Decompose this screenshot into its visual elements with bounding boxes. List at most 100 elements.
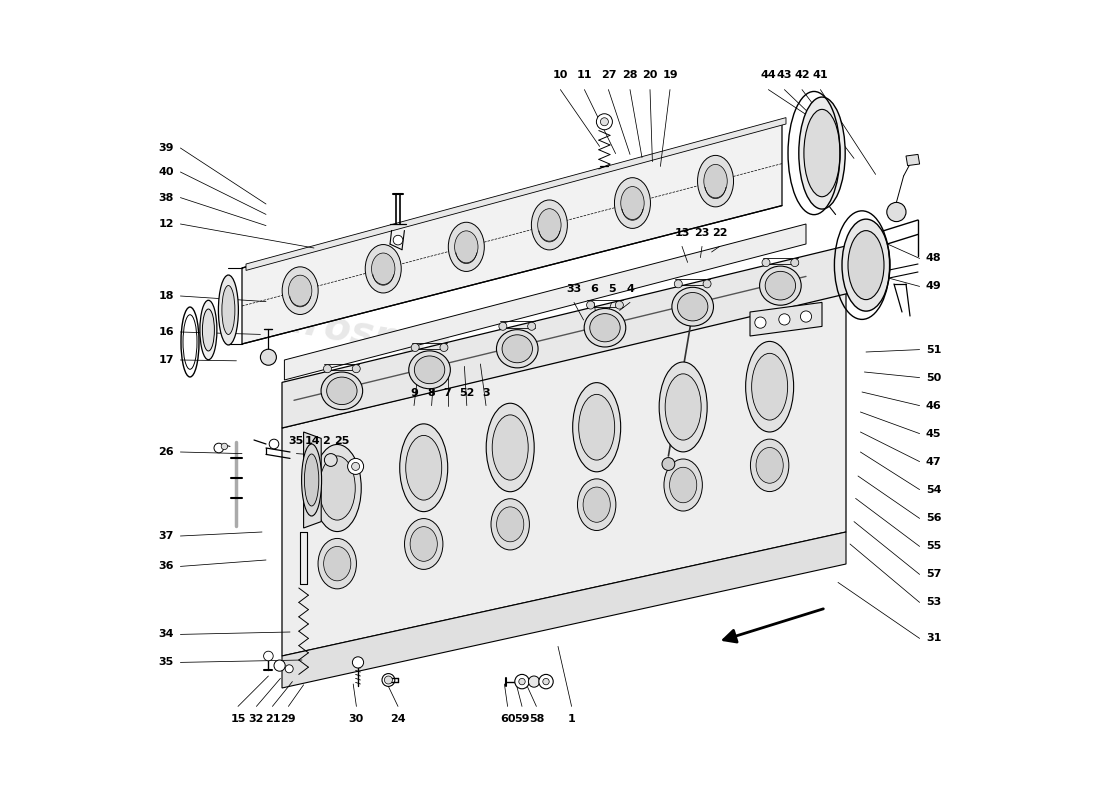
Ellipse shape — [319, 456, 355, 520]
Text: 35: 35 — [158, 658, 174, 667]
Ellipse shape — [583, 487, 610, 522]
Polygon shape — [282, 292, 846, 656]
Text: 34: 34 — [158, 630, 174, 639]
Text: 55: 55 — [926, 542, 942, 551]
Circle shape — [601, 118, 608, 126]
Ellipse shape — [301, 444, 321, 516]
Ellipse shape — [659, 362, 707, 452]
Polygon shape — [282, 532, 846, 688]
Text: 6: 6 — [590, 284, 598, 294]
Text: 14: 14 — [305, 435, 320, 446]
Text: 15: 15 — [230, 714, 245, 725]
Ellipse shape — [615, 178, 650, 228]
Circle shape — [352, 365, 361, 373]
Circle shape — [323, 365, 331, 373]
Circle shape — [348, 458, 364, 474]
Text: 59: 59 — [515, 714, 530, 725]
Circle shape — [596, 114, 613, 130]
Text: 44: 44 — [760, 70, 777, 80]
Ellipse shape — [664, 459, 703, 511]
Ellipse shape — [766, 271, 795, 300]
Text: 28: 28 — [623, 70, 638, 80]
Text: 56: 56 — [926, 514, 942, 523]
Circle shape — [586, 301, 595, 309]
Ellipse shape — [409, 351, 450, 389]
Ellipse shape — [751, 354, 788, 420]
Text: 18: 18 — [158, 291, 174, 301]
Text: 45: 45 — [926, 429, 942, 438]
Ellipse shape — [327, 377, 358, 405]
Text: 7: 7 — [443, 388, 451, 398]
Text: 53: 53 — [926, 598, 942, 607]
Ellipse shape — [318, 538, 356, 589]
Polygon shape — [282, 244, 854, 428]
Text: 42: 42 — [794, 70, 810, 80]
Polygon shape — [242, 122, 782, 344]
Ellipse shape — [202, 309, 215, 351]
Circle shape — [352, 657, 364, 668]
Circle shape — [261, 350, 276, 366]
Polygon shape — [906, 154, 920, 166]
Text: 32: 32 — [249, 714, 264, 725]
Ellipse shape — [305, 454, 319, 506]
Circle shape — [499, 322, 507, 330]
Text: 60: 60 — [499, 714, 515, 725]
Ellipse shape — [666, 374, 701, 440]
Ellipse shape — [756, 447, 783, 483]
Circle shape — [285, 665, 294, 673]
Polygon shape — [285, 224, 806, 380]
Ellipse shape — [454, 231, 478, 263]
Text: eurospares: eurospares — [250, 296, 498, 376]
Text: 39: 39 — [158, 143, 174, 153]
Circle shape — [662, 458, 674, 470]
Circle shape — [440, 343, 448, 351]
Circle shape — [411, 343, 419, 351]
Ellipse shape — [410, 526, 438, 562]
Ellipse shape — [750, 439, 789, 491]
Polygon shape — [304, 432, 321, 528]
Text: 19: 19 — [662, 70, 678, 80]
Text: 50: 50 — [926, 373, 942, 382]
Text: 54: 54 — [926, 485, 942, 494]
Text: 46: 46 — [926, 401, 942, 410]
Text: 24: 24 — [390, 714, 406, 725]
Text: 11: 11 — [576, 70, 592, 80]
Ellipse shape — [620, 186, 645, 219]
Text: 58: 58 — [529, 714, 544, 725]
Text: 49: 49 — [926, 282, 942, 291]
Text: 9: 9 — [410, 388, 418, 398]
Ellipse shape — [288, 275, 312, 306]
Ellipse shape — [672, 287, 714, 326]
Text: 1: 1 — [568, 714, 575, 725]
Text: 13: 13 — [674, 229, 690, 238]
Circle shape — [674, 280, 682, 288]
Ellipse shape — [486, 403, 535, 492]
Ellipse shape — [200, 300, 217, 360]
Ellipse shape — [799, 97, 845, 209]
Text: 30: 30 — [349, 714, 364, 725]
Ellipse shape — [502, 334, 532, 362]
Ellipse shape — [321, 372, 363, 410]
Ellipse shape — [804, 110, 840, 197]
Ellipse shape — [372, 253, 395, 285]
Text: 25: 25 — [334, 435, 350, 446]
Text: 40: 40 — [158, 167, 174, 177]
Ellipse shape — [746, 342, 793, 432]
Ellipse shape — [314, 445, 361, 531]
Ellipse shape — [760, 266, 801, 306]
Text: 17: 17 — [158, 355, 174, 365]
Text: 5: 5 — [608, 284, 615, 294]
Circle shape — [270, 439, 278, 449]
Text: 3: 3 — [482, 388, 490, 398]
Ellipse shape — [496, 507, 524, 542]
Text: 26: 26 — [158, 447, 174, 457]
Ellipse shape — [590, 314, 620, 342]
Text: 51: 51 — [926, 345, 942, 354]
Circle shape — [791, 258, 799, 266]
Text: 57: 57 — [926, 570, 942, 579]
Text: 47: 47 — [926, 457, 942, 466]
Circle shape — [384, 676, 393, 684]
Ellipse shape — [697, 155, 734, 207]
Ellipse shape — [492, 415, 528, 480]
Text: 21: 21 — [265, 714, 280, 725]
